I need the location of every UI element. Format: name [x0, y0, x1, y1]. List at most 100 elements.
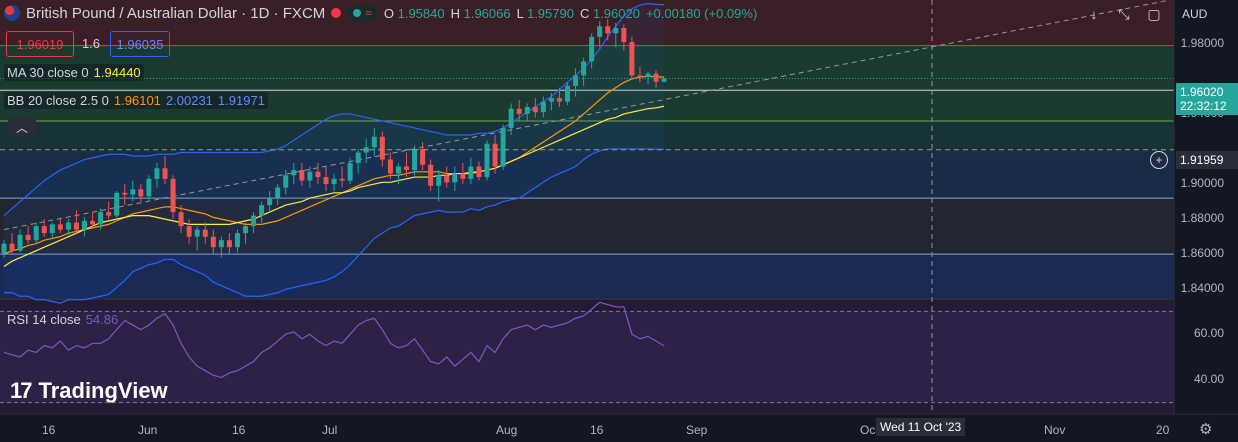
candle-body	[73, 222, 79, 230]
rsi-line	[3, 301, 665, 379]
candle-body	[315, 171, 321, 178]
time-tick-label: Nov	[1044, 423, 1066, 437]
time-tick-label: Jul	[322, 423, 338, 437]
ma30-line	[3, 105, 665, 267]
price-axis-panel	[1174, 0, 1238, 442]
candle-body	[218, 240, 224, 248]
tradingview-logo[interactable]: 17 TradingView	[10, 378, 168, 404]
tv-logo-icon: 17	[10, 378, 33, 403]
rsi-legend[interactable]: RSI 14 close 54.86	[4, 311, 121, 328]
candle-body	[371, 136, 377, 148]
ma-value: 1.94440	[93, 65, 141, 80]
price-tick-label: 1.88000	[1180, 211, 1224, 226]
candle-body	[82, 220, 87, 230]
spread-value: 1.6	[81, 35, 101, 51]
candle-body	[210, 236, 216, 248]
bar-countdown: 22:32:12	[1180, 99, 1227, 113]
candle-body	[234, 233, 240, 248]
fullscreen-button[interactable]: ⤡	[1112, 2, 1136, 26]
screenshot-button[interactable]: ▢	[1142, 2, 1166, 26]
candle-body	[653, 73, 659, 82]
candle-body	[106, 212, 112, 216]
bb-upper-value: 2.00231	[165, 93, 213, 108]
candle-body	[492, 143, 498, 167]
candle-body	[299, 170, 305, 181]
frame-icon: ▢	[1147, 5, 1161, 22]
candle-body	[387, 159, 393, 174]
price-tick-label: 1.98000	[1180, 35, 1224, 50]
time-tick-label: 16	[590, 423, 604, 437]
candle-body	[460, 173, 466, 179]
candle-body	[500, 127, 506, 167]
arrow-down-icon: ↓	[1090, 6, 1098, 22]
candle-body	[283, 175, 289, 188]
candle-body	[202, 229, 208, 237]
candle-body	[49, 224, 55, 234]
candle-body	[484, 143, 490, 178]
time-tick-label: Aug	[496, 423, 518, 437]
ohlc-value: 1.95840	[397, 5, 445, 21]
price-zone	[0, 152, 1174, 199]
candle-body	[154, 168, 160, 179]
candle-body	[597, 26, 603, 37]
symbol-title[interactable]: British Pound / Australian Dollar · 1D ·…	[26, 4, 326, 22]
time-tick-label: Jun	[138, 423, 158, 437]
buy-price-button[interactable]: 1.96035	[110, 31, 170, 57]
candle-body	[33, 226, 39, 241]
rsi-tick-label: 60.00	[1193, 326, 1224, 341]
bb-legend[interactable]: BB 20 close 2.5 0 1.96101 2.00231 1.9197…	[4, 92, 268, 109]
candle-body	[307, 171, 313, 181]
candle-body	[379, 136, 385, 160]
price-zone	[0, 254, 1174, 298]
candle-body	[65, 222, 71, 230]
candle-body	[605, 26, 611, 34]
last-price-value: 1.96020	[1180, 85, 1224, 99]
trend-line	[3, 0, 1171, 231]
candle-body	[613, 28, 619, 34]
time-tick-label: Sep	[686, 423, 708, 437]
bb-lower-value: 1.91971	[217, 93, 265, 108]
candle-body	[540, 101, 546, 113]
candle-body	[621, 28, 627, 43]
ohlc-item: +0.00180 (+0.09%)	[646, 6, 757, 21]
candle-body	[363, 147, 369, 153]
ohlc-value: 1.96066	[463, 5, 511, 21]
bb-upper-line	[3, 2, 665, 217]
scroll-down-button[interactable]: ↓	[1082, 2, 1106, 26]
pair-flag-icon	[4, 5, 20, 21]
ma-legend[interactable]: MA 30 close 0 1.94440	[4, 64, 144, 81]
candle-body	[1, 243, 7, 254]
candle-body	[508, 108, 514, 128]
market-status-icon[interactable]	[331, 8, 342, 18]
sell-price-button[interactable]: 1.96019	[6, 31, 74, 57]
expand-icon: ⤡	[1118, 5, 1130, 22]
candle-body	[589, 36, 595, 62]
candle-body	[114, 192, 120, 216]
candle-body	[130, 189, 136, 195]
candle-body	[412, 149, 418, 171]
last-price-label: 1.96020 22:32:12	[1176, 83, 1238, 115]
data-status-pill[interactable]: ≈	[347, 4, 378, 22]
candle-body	[267, 198, 273, 206]
collapse-legend-button[interactable]: ︿	[8, 117, 36, 137]
candle-body	[661, 78, 667, 82]
live-dot-icon	[353, 9, 362, 17]
candle-body	[226, 240, 232, 248]
candle-body	[404, 166, 409, 171]
candle-body	[516, 108, 522, 114]
candle-body	[162, 168, 168, 179]
candle-body	[291, 170, 297, 176]
add-alert-button[interactable]: +	[1150, 151, 1168, 169]
settings-button[interactable]: ⚙	[1199, 420, 1212, 438]
currency-selector[interactable]: AUD	[1182, 7, 1208, 21]
candle-body	[532, 106, 538, 113]
time-tick-label: 16	[42, 423, 56, 437]
ohlc-item: O 1.95840	[384, 6, 445, 21]
candle-body	[194, 229, 200, 237]
candle-body	[468, 166, 474, 179]
ma-label: MA 30 close 0	[7, 65, 89, 80]
ohlc-item: C 1.96020	[580, 6, 640, 21]
candle-body	[122, 192, 128, 195]
